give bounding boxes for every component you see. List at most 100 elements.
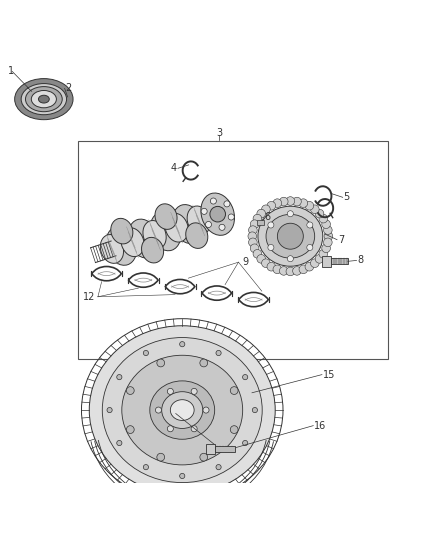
Text: 16: 16: [314, 421, 326, 431]
Circle shape: [253, 214, 262, 223]
Circle shape: [117, 440, 122, 446]
Circle shape: [286, 197, 295, 205]
Text: 4: 4: [170, 163, 177, 173]
Circle shape: [157, 359, 165, 367]
Ellipse shape: [32, 91, 57, 108]
Circle shape: [273, 199, 282, 207]
Ellipse shape: [39, 95, 49, 103]
Circle shape: [201, 208, 207, 214]
Circle shape: [127, 386, 134, 394]
Circle shape: [210, 198, 216, 204]
Circle shape: [307, 245, 313, 251]
Circle shape: [305, 201, 314, 210]
Circle shape: [210, 206, 226, 222]
Text: 8: 8: [357, 255, 364, 265]
Circle shape: [277, 223, 304, 249]
Ellipse shape: [162, 392, 203, 429]
Circle shape: [228, 214, 234, 220]
Circle shape: [299, 265, 307, 273]
Ellipse shape: [128, 219, 159, 258]
Text: 3: 3: [216, 128, 222, 138]
Ellipse shape: [141, 237, 164, 263]
Circle shape: [319, 249, 328, 258]
Circle shape: [286, 267, 295, 276]
Circle shape: [180, 342, 185, 347]
Ellipse shape: [121, 228, 144, 256]
Circle shape: [205, 222, 212, 228]
Circle shape: [299, 199, 307, 207]
Text: 7: 7: [338, 235, 344, 245]
Circle shape: [117, 375, 122, 379]
Circle shape: [191, 426, 197, 432]
Ellipse shape: [102, 337, 262, 482]
Circle shape: [253, 249, 262, 258]
Ellipse shape: [14, 78, 73, 120]
Circle shape: [257, 255, 265, 263]
Circle shape: [180, 473, 185, 479]
Bar: [257, 220, 264, 224]
Circle shape: [157, 453, 165, 461]
Circle shape: [268, 245, 274, 251]
Circle shape: [252, 407, 258, 413]
Ellipse shape: [150, 212, 181, 251]
Circle shape: [311, 205, 319, 214]
Circle shape: [107, 407, 112, 413]
Circle shape: [216, 350, 221, 356]
FancyBboxPatch shape: [322, 256, 332, 266]
Circle shape: [279, 197, 288, 206]
Circle shape: [219, 224, 225, 230]
Ellipse shape: [155, 204, 177, 229]
Circle shape: [257, 209, 265, 218]
Text: 2: 2: [66, 83, 72, 93]
Circle shape: [230, 426, 238, 433]
Circle shape: [293, 266, 301, 275]
Bar: [215, 447, 236, 452]
Ellipse shape: [21, 84, 67, 115]
Circle shape: [261, 205, 270, 214]
Ellipse shape: [143, 221, 166, 249]
Ellipse shape: [100, 235, 124, 263]
Circle shape: [248, 232, 257, 240]
Circle shape: [322, 244, 330, 253]
Circle shape: [305, 262, 314, 271]
Ellipse shape: [165, 213, 188, 242]
Text: 6: 6: [265, 212, 271, 222]
Circle shape: [224, 201, 230, 207]
Circle shape: [324, 226, 332, 235]
Circle shape: [155, 407, 162, 413]
Circle shape: [167, 389, 173, 394]
Circle shape: [191, 389, 197, 394]
Circle shape: [268, 222, 274, 228]
Ellipse shape: [186, 223, 208, 248]
Ellipse shape: [173, 205, 203, 244]
Ellipse shape: [170, 400, 194, 421]
Text: 5: 5: [343, 192, 350, 203]
FancyBboxPatch shape: [206, 444, 215, 454]
Circle shape: [322, 220, 330, 229]
Text: 12: 12: [83, 292, 96, 302]
Circle shape: [243, 440, 248, 446]
Ellipse shape: [266, 214, 314, 258]
Circle shape: [324, 232, 333, 240]
Circle shape: [203, 407, 209, 413]
Ellipse shape: [25, 86, 62, 112]
Circle shape: [279, 266, 288, 275]
Circle shape: [324, 238, 332, 247]
Ellipse shape: [111, 219, 133, 244]
Bar: [78, 141, 388, 359]
Circle shape: [143, 465, 148, 470]
Circle shape: [216, 465, 221, 470]
Circle shape: [315, 255, 324, 263]
Circle shape: [311, 259, 319, 268]
Circle shape: [267, 201, 276, 210]
Circle shape: [293, 197, 301, 206]
Circle shape: [143, 350, 148, 356]
Circle shape: [127, 426, 134, 433]
Circle shape: [250, 220, 259, 229]
Text: 9: 9: [243, 257, 249, 267]
Ellipse shape: [150, 381, 215, 439]
Circle shape: [248, 238, 257, 247]
Circle shape: [250, 244, 259, 253]
Circle shape: [248, 226, 257, 235]
Ellipse shape: [122, 356, 243, 465]
